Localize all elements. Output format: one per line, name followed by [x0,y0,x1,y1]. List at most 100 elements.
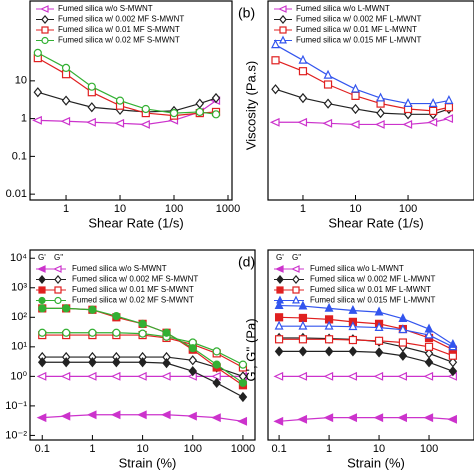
series-line [275,44,450,105]
data-point [38,304,47,313]
data-point [160,410,171,420]
x-tick-label: 1 [300,203,306,215]
data-point [211,110,221,119]
data-point [347,371,358,381]
x-tick-label: 1000 [231,443,255,455]
legend-label: Fumed silica w/ 0.02 MF S-MWNT [58,36,180,45]
data-point [298,346,308,357]
x-tick-label: 1 [89,443,95,455]
data-point [188,355,198,366]
legend-header: G'' [292,253,302,262]
series [36,371,248,381]
y-tick-label: 1 [21,113,27,125]
data-point [424,342,434,351]
data-point [348,304,358,314]
data-point [61,95,71,106]
data-point [403,98,413,107]
data-point [86,410,97,420]
data-point [297,371,308,381]
data-point [60,411,71,421]
legend-marker [41,26,49,34]
data-point [374,120,385,129]
legend-label: Fumed silica w/ 0.01 MF L-MWNT [310,285,431,294]
data-point [36,413,47,423]
legend-marker [276,274,284,285]
data-point [188,344,197,353]
data-point [138,319,147,328]
data-point [374,321,384,331]
data-point [423,371,434,381]
legend-marker [290,265,300,273]
data-point [274,300,284,309]
series [269,114,454,129]
data-point [324,335,334,344]
x-tick-label: 1 [63,203,69,215]
series-line [37,91,217,113]
data-point [402,120,413,129]
data-point [237,416,248,426]
legend-label: Fumed silica w/ 0.015 MF L-MWNT [296,36,421,45]
data-point [110,410,121,420]
x-tick-label: 100 [165,203,183,215]
x-tick-label: 10 [114,203,126,215]
series [274,346,458,377]
series [38,304,248,388]
data-point [87,82,96,91]
x-tick-label: 1 [326,443,332,455]
plot-frame [29,0,233,201]
y-tick-label: 10⁻² [5,429,27,441]
x-tick-label: 10 [349,203,361,215]
legend-marker [38,274,46,285]
legend-label: Fumed silica w/ 0.02 MF S-MWNT [72,296,194,305]
data-point [238,391,248,403]
series [271,56,454,116]
legend-marker [274,265,284,273]
y-tick-label: 10⁰ [10,370,27,382]
data-point [448,338,458,348]
data-point [349,120,360,129]
data-point [88,328,97,337]
data-point [347,413,358,423]
data-point [112,328,121,337]
y-tick-label: 0.1 [12,150,27,162]
data-point [424,357,434,368]
legend-label: Fumed silica w/o S-MWNT [72,264,167,273]
data-point [112,311,121,321]
data-point [211,371,221,381]
plot-frame [267,249,474,441]
data-point [397,413,407,423]
data-point [88,357,97,368]
data-point [136,371,147,381]
data-point [447,414,457,424]
legend-marker [276,295,284,304]
data-point [274,335,284,344]
data-point [33,48,42,57]
data-point [112,357,121,368]
data-point [211,413,221,423]
x-tick-label: 10 [373,443,385,455]
data-point [428,98,438,107]
data-point [351,91,360,100]
data-point [398,324,408,334]
series [273,371,457,381]
data-point [138,357,147,368]
series [37,357,248,403]
data-point [348,346,358,357]
legend-label: Fumed silica w/ 0.01 MF S-MWNT [72,285,194,294]
legend-marker [54,274,62,285]
data-point [188,366,198,377]
data-point [423,413,434,423]
data-point [86,117,96,127]
data-point [187,411,197,421]
data-point [351,83,360,93]
panel-label: (b) [238,5,255,21]
series [274,320,458,351]
series-line [37,57,217,117]
data-point [374,336,384,345]
legend-marker [36,265,46,273]
legend-marker [54,286,62,294]
series-line [279,316,454,351]
x-axis-label: Strain (%) [119,455,177,470]
data-point [323,80,333,89]
